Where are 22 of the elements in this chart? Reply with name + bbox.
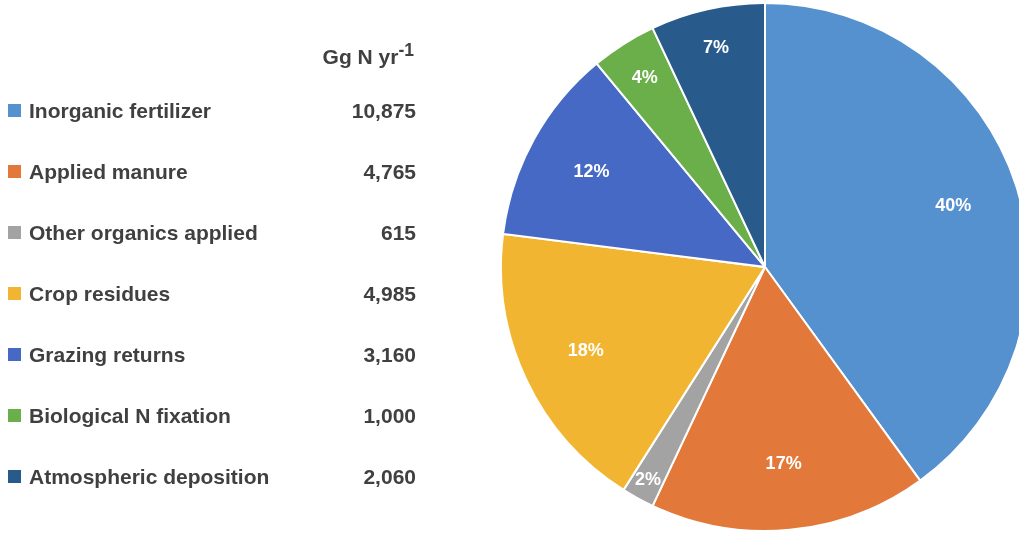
- data-label: 2%: [634, 468, 661, 489]
- legend-label: Biological N fixation: [29, 403, 232, 428]
- legend-label: Other organics applied: [29, 220, 259, 245]
- text: 3,160: [362, 342, 416, 367]
- data-label: 4%: [631, 66, 658, 87]
- data-label: 12%: [573, 160, 610, 181]
- text: 1,000: [362, 403, 416, 428]
- text: 10,875: [350, 98, 416, 123]
- legend-label: Applied manure: [29, 159, 189, 184]
- data-label: 17%: [765, 453, 802, 474]
- text: 2,060: [362, 464, 416, 489]
- data-label: 40%: [935, 194, 972, 215]
- legend-title: Gg N yr$^{-1}$: [321, 40, 415, 70]
- text: 615: [379, 220, 416, 245]
- data-label: 18%: [567, 340, 604, 361]
- text: 4,765: [362, 159, 416, 184]
- text: 4,985: [362, 281, 416, 306]
- legend-label: Inorganic fertilizer: [29, 98, 213, 123]
- legend-label: Crop residues: [29, 281, 172, 306]
- legend-label: Grazing returns: [29, 342, 187, 367]
- data-label: 7%: [703, 36, 730, 57]
- legend-label: Atmospheric deposition: [29, 464, 271, 489]
